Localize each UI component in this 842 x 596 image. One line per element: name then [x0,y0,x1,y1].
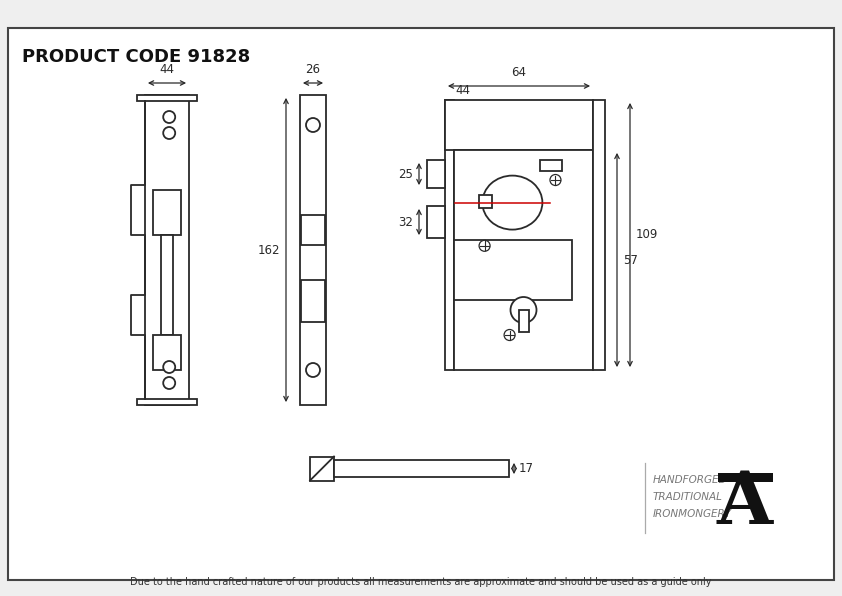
Text: IRONMONGERY: IRONMONGERY [653,509,733,519]
Circle shape [510,297,536,323]
Bar [427,206,445,238]
Bar [718,473,773,482]
Bar [593,100,605,370]
Circle shape [550,175,561,185]
Bar [427,160,445,188]
Bar [519,310,529,332]
Bar [137,95,197,101]
Bar [153,190,181,235]
Text: 26: 26 [306,63,321,76]
Bar [137,399,197,405]
Text: HANDFORGED: HANDFORGED [653,475,727,485]
Text: 44: 44 [455,84,470,97]
Bar [301,280,325,322]
Text: Due to the hand crafted nature of our products all measurements are approximate : Due to the hand crafted nature of our pr… [131,577,711,587]
Circle shape [306,118,320,132]
Text: 162: 162 [258,244,280,256]
Bar [479,195,492,207]
Bar [310,457,334,480]
Circle shape [504,330,515,340]
Text: A: A [717,468,773,539]
Bar [153,335,181,370]
Text: 25: 25 [398,167,413,181]
Circle shape [163,361,175,373]
Text: 64: 64 [511,66,526,79]
Circle shape [306,363,320,377]
Circle shape [163,377,175,389]
Circle shape [163,127,175,139]
Text: PRODUCT CODE 91828: PRODUCT CODE 91828 [22,48,250,66]
Bar [541,160,562,171]
Bar [161,235,173,335]
Bar [445,100,593,150]
Circle shape [479,240,490,252]
Bar [145,95,189,405]
Ellipse shape [482,176,542,229]
Bar [300,95,326,405]
Text: 109: 109 [636,228,658,241]
Text: 57: 57 [623,253,638,266]
Text: 44: 44 [159,63,174,76]
Text: TRADITIONAL: TRADITIONAL [653,492,723,502]
Bar [334,460,509,477]
Bar [301,215,325,245]
Bar [445,100,454,370]
Circle shape [163,111,175,123]
Bar [454,240,573,300]
Bar [454,150,593,370]
Text: 17: 17 [519,462,534,475]
Text: 32: 32 [398,216,413,228]
